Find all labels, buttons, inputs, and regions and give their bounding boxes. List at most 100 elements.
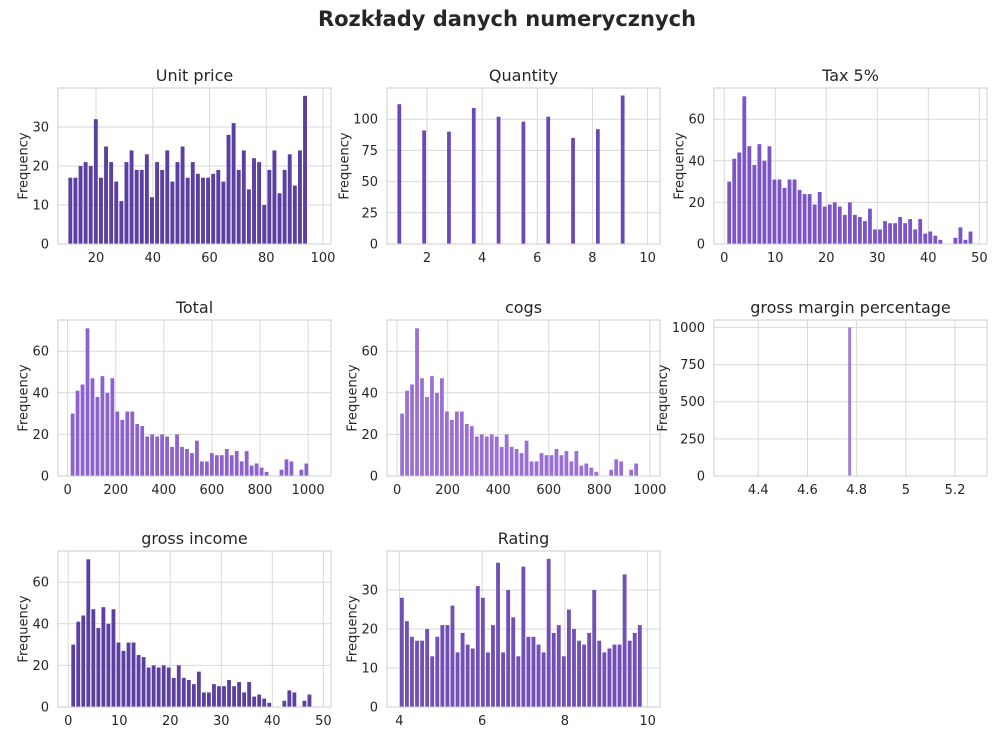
histogram-bar bbox=[68, 177, 73, 244]
subplot: 0 10 20 30 40 50 0 20 40 60 Tax 5% Frequency bbox=[673, 66, 988, 266]
histogram-bar bbox=[506, 590, 511, 707]
histogram-bar bbox=[303, 95, 307, 244]
histogram-bar bbox=[589, 467, 594, 476]
histogram-bar bbox=[80, 384, 85, 476]
histogram-bar bbox=[212, 684, 216, 707]
x-tick-label: 4.8 bbox=[846, 483, 867, 498]
histogram-bar bbox=[757, 144, 762, 244]
histogram-bar bbox=[282, 169, 287, 244]
histogram-bar bbox=[175, 434, 179, 476]
histogram-bar bbox=[144, 154, 149, 244]
x-tick-label: 4.4 bbox=[748, 483, 769, 498]
histogram-bar bbox=[491, 625, 495, 707]
x-tick-label: 400 bbox=[486, 483, 511, 498]
x-tick-label: 60 bbox=[201, 251, 218, 266]
histogram-bar bbox=[410, 384, 414, 476]
x-tick-label: 5 bbox=[902, 483, 910, 498]
histogram-bar bbox=[156, 667, 161, 707]
x-tick-label: 1000 bbox=[292, 483, 325, 498]
histogram-bar bbox=[289, 461, 294, 476]
histogram-bar bbox=[435, 392, 439, 476]
histogram-bar bbox=[249, 465, 254, 476]
histogram-bar bbox=[415, 328, 419, 476]
x-tick-label: 20 bbox=[88, 251, 105, 266]
histogram-bar bbox=[85, 328, 90, 476]
histogram-bar bbox=[620, 95, 625, 244]
histogram-bar bbox=[597, 640, 602, 707]
histogram-bar bbox=[279, 469, 284, 476]
y-axis-label: Frequency bbox=[346, 364, 361, 431]
subplot-title: Total bbox=[175, 298, 213, 317]
histogram-bar bbox=[534, 461, 539, 476]
histogram-bar bbox=[544, 455, 549, 476]
histogram-bar bbox=[572, 629, 576, 707]
histogram-bar bbox=[180, 146, 185, 244]
x-tick-label: 4 bbox=[478, 251, 486, 266]
x-tick-label: 800 bbox=[587, 483, 612, 498]
x-tick-label: 200 bbox=[435, 483, 460, 498]
histogram-bar bbox=[264, 471, 269, 476]
histogram-bar bbox=[908, 219, 913, 244]
subplot-title: Rating bbox=[498, 529, 550, 548]
histogram-bar bbox=[81, 615, 86, 707]
histogram-bar bbox=[104, 146, 108, 244]
histogram-bar bbox=[817, 192, 822, 244]
x-tick-label: 40 bbox=[145, 251, 162, 266]
y-tick-label: 500 bbox=[680, 395, 705, 410]
histogram-bar bbox=[444, 411, 449, 476]
histogram-bar bbox=[404, 621, 409, 707]
subplot-title: Tax 5% bbox=[821, 66, 879, 85]
histogram-bar bbox=[499, 446, 504, 476]
y-tick-label: 10 bbox=[32, 199, 49, 214]
histogram-bar bbox=[471, 107, 476, 244]
y-tick-label: 750 bbox=[680, 358, 705, 373]
histogram-bar bbox=[465, 644, 470, 707]
histogram-bar bbox=[938, 239, 943, 244]
histogram-bar bbox=[136, 655, 141, 707]
histogram-bar bbox=[216, 169, 221, 244]
histogram-bar bbox=[425, 629, 430, 707]
histogram-bar bbox=[160, 169, 165, 244]
histogram-bar bbox=[883, 221, 887, 244]
histogram-bar bbox=[170, 181, 175, 244]
histogram-bar bbox=[242, 692, 247, 707]
histogram-bar bbox=[480, 597, 485, 707]
histogram-bar bbox=[807, 194, 812, 244]
histogram-bar bbox=[594, 471, 599, 476]
histogram-bar bbox=[83, 162, 88, 244]
histogram-bar bbox=[440, 625, 445, 707]
histogram-bar bbox=[150, 197, 154, 244]
histogram-bar bbox=[195, 440, 199, 476]
y-axis-label: Frequency bbox=[656, 364, 671, 431]
subplot-title: Quantity bbox=[489, 66, 558, 85]
y-tick-label: 250 bbox=[680, 432, 705, 447]
histogram-bar bbox=[777, 179, 782, 244]
histogram-bar bbox=[247, 682, 252, 707]
histogram-bar bbox=[782, 187, 787, 244]
x-tick-label: 40 bbox=[920, 251, 937, 266]
histogram-bar bbox=[109, 162, 114, 244]
histogram-bar bbox=[435, 636, 440, 707]
histogram-bar bbox=[415, 640, 419, 707]
histogram-bar bbox=[607, 648, 612, 707]
y-tick-label: 20 bbox=[688, 196, 705, 211]
histogram-bar bbox=[549, 455, 554, 476]
y-tick-label: 75 bbox=[361, 144, 378, 159]
y-tick-label: 20 bbox=[32, 428, 49, 443]
histogram-bar bbox=[953, 237, 958, 244]
histogram-bar bbox=[559, 455, 564, 476]
histogram-bar bbox=[564, 451, 569, 476]
histogram-bar bbox=[501, 652, 506, 707]
x-tick-label: 20 bbox=[818, 251, 835, 266]
histogram-bar bbox=[430, 656, 435, 707]
histogram-bar bbox=[587, 632, 592, 707]
histogram-bar bbox=[898, 216, 903, 244]
x-tick-label: 10 bbox=[639, 714, 656, 729]
histogram-bar bbox=[201, 177, 205, 244]
histogram-bar bbox=[246, 189, 251, 244]
histogram-bar bbox=[227, 679, 231, 707]
histogram-bar bbox=[747, 146, 752, 244]
histogram-bar bbox=[239, 461, 244, 476]
histogram-bar bbox=[71, 644, 76, 707]
plot-frame bbox=[386, 550, 661, 708]
